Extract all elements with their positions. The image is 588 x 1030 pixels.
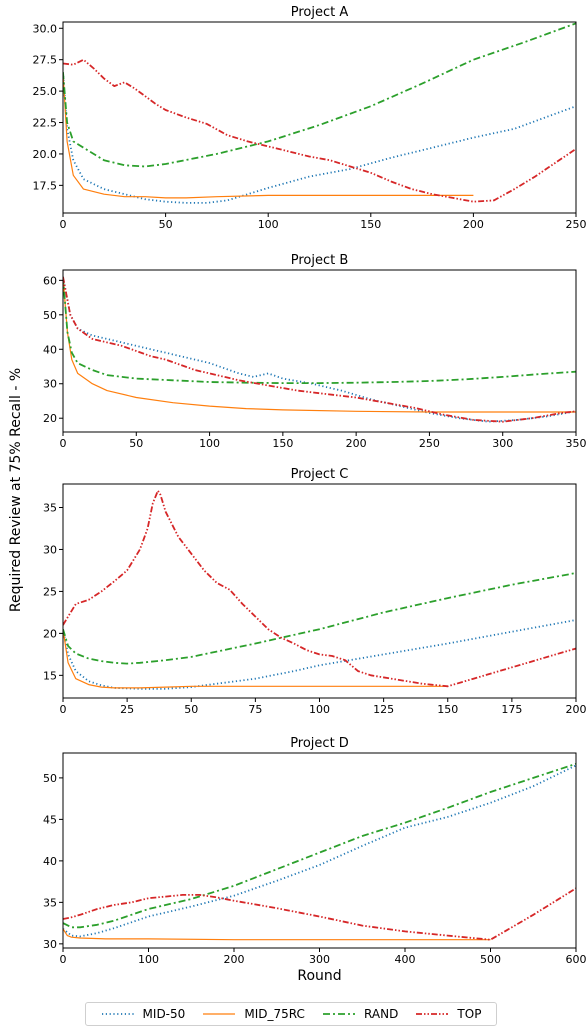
x-axis-label: Round (297, 968, 342, 984)
y-tick-label: 30.0 (33, 22, 58, 35)
legend: MID-50 MID_75RC RAND TOP (85, 1002, 497, 1026)
chart-panel: Project D 0 100 200 300 400 500 600 30 35 40 45 50 (43, 736, 587, 966)
series-line-top (63, 276, 576, 423)
y-tick-label: 30 (43, 378, 57, 391)
x-tick-label: 150 (272, 437, 293, 450)
legend-item: TOP (415, 1007, 481, 1021)
y-tick-label: 22.5 (33, 117, 58, 130)
y-tick-label: 25 (43, 585, 57, 598)
legend-swatch (416, 1013, 449, 1015)
x-tick-label: 0 (60, 953, 67, 966)
y-tick-label: 20.0 (33, 148, 58, 161)
chart-panel: Project A 0 50 100 150 200 250 17.5 20.0 22.5 25.0… (33, 5, 587, 231)
x-tick-label: 0 (60, 703, 67, 716)
x-tick-label: 200 (346, 437, 367, 450)
x-tick-label: 200 (566, 703, 587, 716)
x-tick-label: 100 (138, 953, 159, 966)
axes-frame (62, 21, 577, 214)
x-tick-label: 200 (224, 953, 245, 966)
y-tick-label: 30 (43, 543, 57, 556)
x-tick-label: 100 (309, 703, 330, 716)
legend-swatch (203, 1013, 236, 1015)
series-line-top (63, 489, 576, 688)
x-tick-label: 300 (492, 437, 513, 450)
series-line-mid-50 (63, 764, 576, 938)
x-tick-label: 250 (566, 218, 587, 231)
chart-title: Project A (291, 5, 349, 20)
x-tick-label: 0 (60, 218, 67, 231)
y-tick-label: 27.5 (33, 54, 58, 67)
legend-swatch (323, 1013, 356, 1015)
chart-panel: Project C 0 25 50 75 100 125 150 175 200 15 20 25 30 3… (43, 467, 587, 716)
x-tick-label: 50 (184, 703, 198, 716)
series-line-mid-75rc (63, 629, 448, 689)
y-axis-label: Required Review at 75% Recall - % (8, 367, 24, 613)
chart-title: Project D (290, 736, 349, 751)
y-tick-label: 20 (43, 412, 57, 425)
axes-frame (62, 752, 577, 949)
x-tick-label: 350 (566, 437, 587, 450)
x-tick-label: 25 (120, 703, 134, 716)
legend-item: MID_75RC (202, 1007, 305, 1021)
y-tick-label: 40 (43, 343, 57, 356)
x-tick-label: 150 (437, 703, 458, 716)
axes-frame (62, 269, 577, 433)
series-line-mid-75rc (63, 276, 576, 413)
chart-title: Project C (291, 467, 349, 482)
y-tick-label: 40 (43, 855, 57, 868)
x-tick-label: 500 (480, 953, 501, 966)
legend-item: RAND (322, 1007, 398, 1021)
x-tick-label: 175 (501, 703, 522, 716)
legend-label: MID-50 (142, 1007, 186, 1021)
series-line-mid-50 (63, 276, 576, 423)
x-tick-label: 400 (395, 953, 416, 966)
series-line-rand (63, 762, 576, 929)
y-tick-label: 20 (43, 627, 57, 640)
y-tick-label: 17.5 (33, 179, 58, 192)
legend-swatch (101, 1013, 134, 1015)
y-tick-label: 25.0 (33, 85, 58, 98)
series-line-mid-50 (63, 619, 576, 690)
y-tick-label: 50 (43, 772, 57, 785)
x-tick-label: 100 (258, 218, 279, 231)
y-tick-label: 35 (43, 501, 57, 514)
legend-label: MID_75RC (244, 1007, 305, 1021)
y-tick-label: 50 (43, 309, 57, 322)
x-tick-label: 300 (309, 953, 330, 966)
x-tick-label: 125 (373, 703, 394, 716)
x-tick-label: 250 (419, 437, 440, 450)
series-line-rand (63, 572, 576, 665)
series-line-rand (63, 22, 576, 168)
series-line-mid-50 (63, 72, 576, 204)
figure: Project A0 50 100 150 200 25017.520.022.525.0… (33, 5, 587, 966)
axes-frame (62, 483, 577, 699)
x-tick-label: 200 (463, 218, 484, 231)
x-tick-label: 50 (159, 218, 173, 231)
legend-item: MID-50 (101, 1007, 186, 1021)
x-tick-label: 600 (566, 953, 587, 966)
x-tick-label: 100 (199, 437, 220, 450)
series-line-mid-75rc (63, 928, 491, 941)
chart-panel: Project B 0 50 100 150 200 250 300 350 20 30 40 50 60 (43, 253, 587, 450)
legend-label: RAND (364, 1007, 399, 1021)
y-tick-label: 45 (43, 813, 57, 826)
y-tick-label: 60 (43, 274, 57, 287)
x-tick-label: 0 (60, 437, 67, 450)
y-tick-label: 30 (43, 938, 57, 951)
x-tick-label: 50 (129, 437, 143, 450)
x-tick-label: 150 (360, 218, 381, 231)
y-tick-label: 15 (43, 669, 57, 682)
series-line-mid-75rc (63, 72, 474, 199)
x-tick-label: 75 (248, 703, 262, 716)
series-line-rand (63, 276, 576, 385)
series-line-top (63, 58, 576, 203)
y-tick-label: 35 (43, 896, 57, 909)
legend-label: TOP (457, 1007, 482, 1021)
y-axis-label-container: Required Review at 75% Recall - % (6, 0, 26, 980)
series-line-top (63, 887, 576, 941)
chart-title: Project B (291, 253, 349, 268)
